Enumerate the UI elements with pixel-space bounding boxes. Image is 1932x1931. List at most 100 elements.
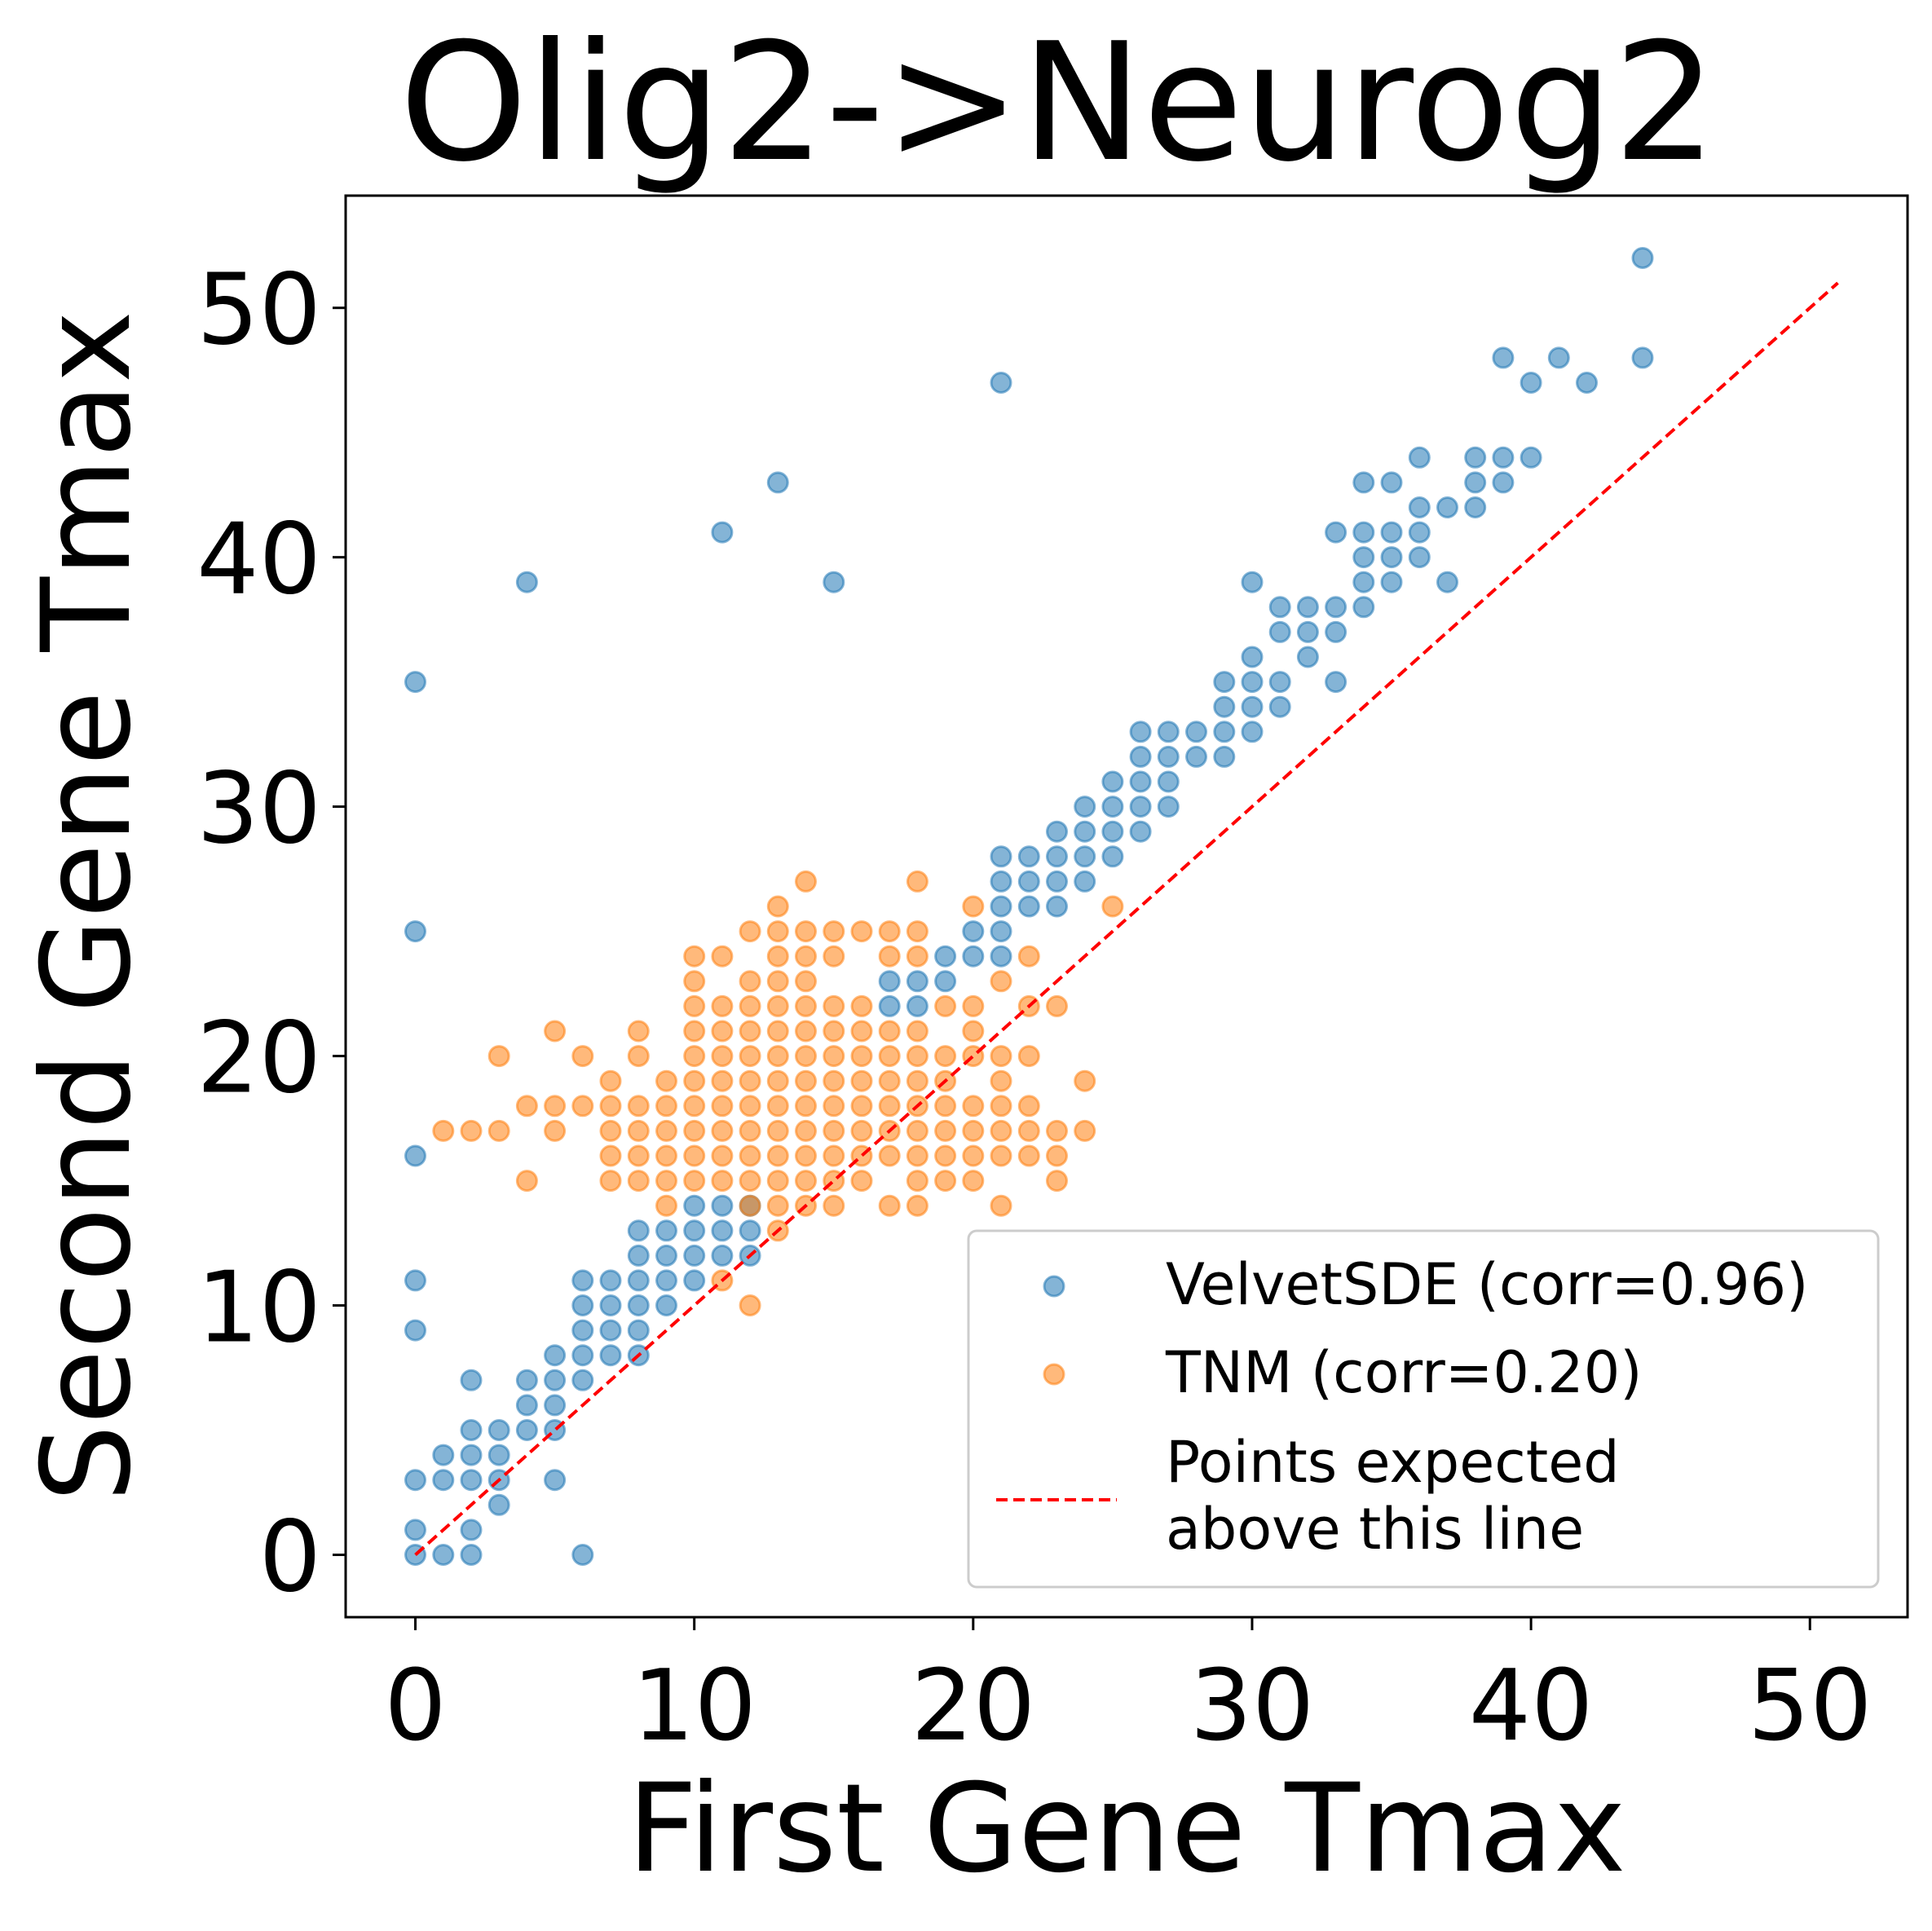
tnm-point: [1074, 1069, 1096, 1092]
tnm-point: [739, 1069, 761, 1092]
velvetsde-point: [711, 1244, 734, 1267]
tnm-point: [739, 1020, 761, 1043]
velvetsde-point: [1408, 496, 1431, 518]
velvetsde-point: [404, 1469, 426, 1492]
velvetsde-point: [1436, 496, 1458, 518]
tnm-point: [766, 1144, 789, 1167]
velvetsde-point: [1352, 546, 1375, 569]
tnm-point: [1017, 1095, 1040, 1118]
tnm-point: [683, 994, 706, 1017]
velvetsde-point: [1185, 721, 1207, 743]
velvetsde-point: [1101, 770, 1124, 793]
velvetsde-point: [1268, 620, 1291, 643]
tnm-point: [823, 1095, 845, 1118]
tnm-point: [739, 994, 761, 1017]
tnm-point: [823, 1119, 845, 1142]
velvetsde-point: [1268, 695, 1291, 718]
velvetsde-point: [1352, 596, 1375, 619]
tnm-point: [878, 1095, 901, 1118]
tnm-point: [823, 920, 845, 943]
chart-title: Olig2->Neurog2: [399, 8, 1717, 198]
velvetsde-point: [1213, 745, 1236, 768]
tnm-point: [934, 1170, 957, 1193]
tnm-point: [711, 1119, 734, 1142]
tnm-point: [906, 1144, 929, 1167]
velvetsde-point: [1380, 546, 1403, 569]
x-axis-label: First Gene Tmax: [627, 1758, 1625, 1900]
tnm-point: [962, 1144, 985, 1167]
tnm-point: [1074, 1119, 1096, 1142]
tnm-point: [1046, 1144, 1068, 1167]
velvetsde-point: [1380, 571, 1403, 593]
tnm-point: [795, 1144, 817, 1167]
velvetsde-point: [571, 1269, 594, 1292]
velvetsde-point: [906, 994, 929, 1017]
tnm-point: [850, 1095, 873, 1118]
velvetsde-point: [1046, 820, 1068, 843]
velvetsde-point: [1547, 346, 1570, 369]
velvetsde-point: [544, 1369, 567, 1391]
tnm-point: [850, 1020, 873, 1043]
tnm-point: [823, 1144, 845, 1167]
velvetsde-point: [599, 1294, 622, 1316]
velvetsde-point: [1157, 721, 1180, 743]
tnm-point: [683, 945, 706, 968]
velvetsde-point: [1325, 596, 1348, 619]
tnm-point: [766, 1045, 789, 1068]
tnm-point: [990, 970, 1012, 993]
velvetsde-point: [460, 1469, 483, 1492]
velvetsde-point: [515, 1419, 538, 1441]
velvetsde-point: [460, 1419, 483, 1441]
tnm-point: [850, 1069, 873, 1092]
tnm-point: [683, 1144, 706, 1167]
tnm-point: [878, 1020, 901, 1043]
velvetsde-point: [990, 945, 1012, 968]
velvetsde-point: [487, 1444, 510, 1466]
tnm-point: [906, 1069, 929, 1092]
tnm-point: [599, 1170, 622, 1193]
velvetsde-point: [962, 920, 985, 943]
tnm-point: [739, 1194, 761, 1217]
tnm-point: [823, 945, 845, 968]
velvetsde-point: [1185, 745, 1207, 768]
y-tick-label: 10: [196, 1252, 321, 1365]
tnm-point: [711, 1170, 734, 1193]
velvetsde-point: [404, 671, 426, 694]
velvetsde-point: [627, 1219, 650, 1242]
velvetsde-point: [404, 1144, 426, 1167]
velvetsde-point: [1631, 247, 1654, 269]
velvetsde-point: [1631, 346, 1654, 369]
velvetsde-point: [627, 1319, 650, 1342]
velvetsde-point: [990, 920, 1012, 943]
velvetsde-point: [1074, 870, 1096, 893]
x-tick-label: 0: [384, 1650, 446, 1763]
tnm-point: [906, 1020, 929, 1043]
tnm-point: [460, 1119, 483, 1142]
velvetsde-point: [1268, 596, 1291, 619]
tnm-point: [795, 920, 817, 943]
x-axis-ticks: 0 10 20 30 40 50: [384, 1617, 1872, 1763]
velvetsde-point: [544, 1344, 567, 1367]
tnm-point: [1046, 1170, 1068, 1193]
diagonal-reference-line: [414, 281, 1839, 1556]
velvetsde-point: [627, 1294, 650, 1316]
tnm-point: [711, 945, 734, 968]
velvetsde-point: [1296, 646, 1319, 668]
tnm-point: [795, 1069, 817, 1092]
velvetsde-point: [1046, 870, 1068, 893]
x-tick-label: 40: [1469, 1650, 1594, 1763]
velvetsde-point: [1129, 745, 1152, 768]
tnm-point: [766, 1095, 789, 1118]
tnm-point: [627, 1144, 650, 1167]
tnm-point: [655, 1144, 677, 1167]
velvetsde-point: [432, 1444, 455, 1466]
tnm-point: [878, 920, 901, 943]
velvetsde-point: [1352, 521, 1375, 544]
velvetsde-point: [460, 1369, 483, 1391]
tnm-point: [795, 1170, 817, 1193]
tnm-point: [906, 920, 929, 943]
tnm-point: [683, 1170, 706, 1193]
velvetsde-point: [1325, 671, 1348, 694]
velvetsde-point: [655, 1244, 677, 1267]
tnm-point: [934, 994, 957, 1017]
